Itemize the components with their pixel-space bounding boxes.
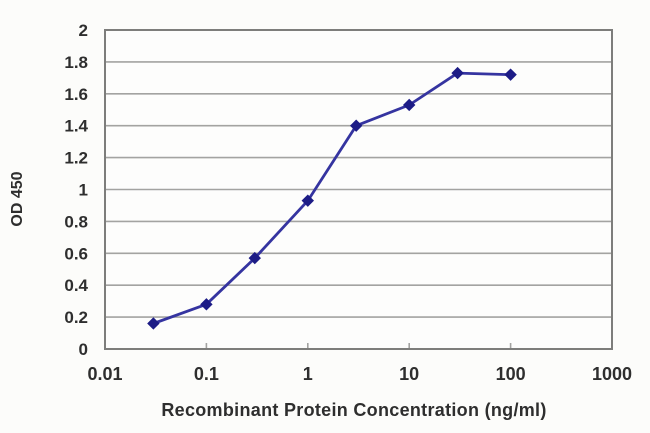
y-tick-label: 0.4 xyxy=(64,276,88,295)
data-point-marker xyxy=(200,298,213,311)
y-tick-label: 1.6 xyxy=(64,85,88,104)
y-axis-title: OD 450 xyxy=(9,171,26,227)
data-point-marker xyxy=(349,119,363,132)
x-axis-title: Recombinant Protein Concentration (ng/ml… xyxy=(161,400,547,420)
x-tick-label: 1 xyxy=(303,364,313,384)
data-point-marker xyxy=(301,194,315,207)
data-point-marker xyxy=(402,98,416,112)
plot-border xyxy=(104,29,613,350)
y-tick-label: 0.8 xyxy=(64,212,88,231)
y-tick-label: 2 xyxy=(79,21,88,40)
y-tick-label: 1.2 xyxy=(64,149,88,168)
y-tick-label: 1 xyxy=(79,181,88,200)
data-point-marker xyxy=(451,66,464,80)
y-tick-label: 0.6 xyxy=(64,244,88,263)
data-point-marker xyxy=(248,251,261,265)
x-tick-label: 1000 xyxy=(592,364,632,384)
y-tick-label: 1.4 xyxy=(64,117,88,136)
x-tick-label: 0.1 xyxy=(194,364,219,384)
x-tick-label: 100 xyxy=(496,364,526,384)
y-tick-label: 0.2 xyxy=(64,308,88,327)
data-line xyxy=(151,71,513,325)
data-point-marker xyxy=(504,68,517,81)
y-tick-label: 0 xyxy=(79,340,88,359)
y-tick-label: 1.8 xyxy=(64,53,88,72)
x-tick-label: 10 xyxy=(399,364,419,384)
x-tick-label: 0.01 xyxy=(87,364,122,384)
data-point-marker xyxy=(147,317,160,330)
